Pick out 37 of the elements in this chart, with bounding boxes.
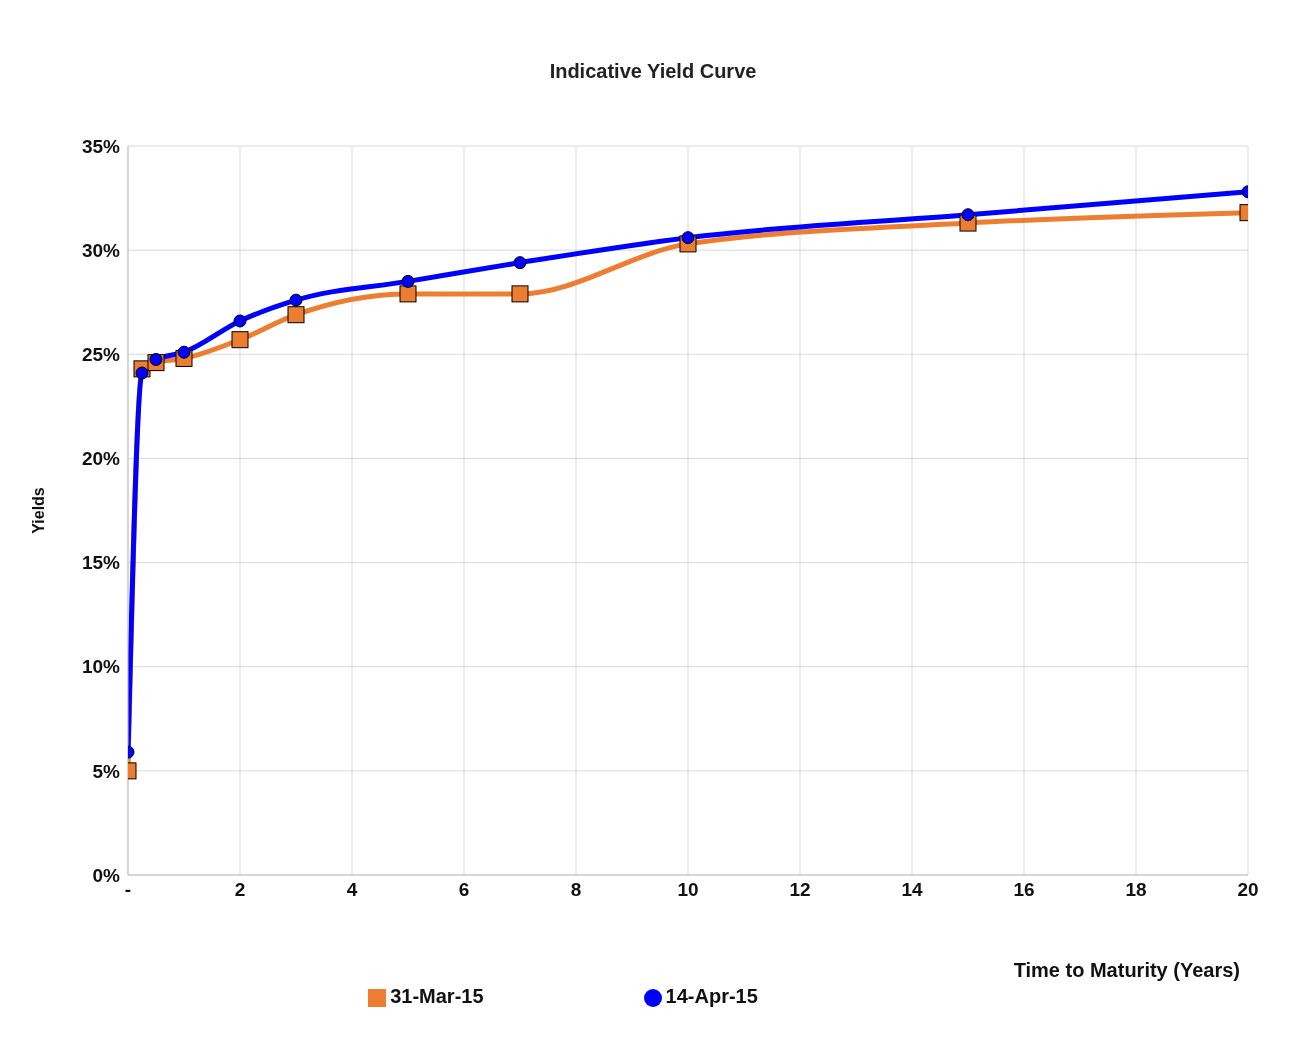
x-tick-label: 4 [346,879,358,901]
y-tick-label: 35% [81,135,121,157]
point [287,306,305,324]
point [177,345,191,359]
point [681,231,695,245]
legend-label: 14-Apr-15 [665,985,758,1007]
x-tick-label: 18 [1125,879,1147,901]
point [149,352,163,366]
y-tick-label: 5% [92,760,121,782]
x-tick-label: 8 [570,879,582,901]
point [401,274,415,288]
y-axis-title: Yields [29,487,47,534]
y-tick-label: 20% [81,448,121,470]
point [961,208,975,222]
x-tick-label: 14 [901,879,923,901]
point [135,366,149,380]
y-tick-label: 30% [81,239,121,261]
x-axis-title: Time to Maturity (Years) [1013,959,1240,981]
x-tick-label: - [124,879,132,901]
y-tick-label: 25% [81,344,121,366]
y-tick-label: 0% [92,864,121,886]
point [233,314,247,328]
x-tick-label: 6 [458,879,470,901]
x-tick-label: 10 [677,879,699,901]
y-tick-label: 15% [81,552,121,574]
chart-title: Indicative Yield Curve [548,60,758,83]
x-tick-label: 20 [1237,879,1259,901]
point [289,293,303,307]
point [231,331,249,349]
point [513,256,527,270]
legend-label: 31-Mar-15 [390,985,484,1007]
y-tick-label: 10% [81,656,121,678]
x-tick-label: 2 [234,879,246,901]
x-tick-label: 16 [1013,879,1035,901]
point [399,285,417,303]
x-tick-label: 12 [789,879,811,901]
point [511,285,529,303]
